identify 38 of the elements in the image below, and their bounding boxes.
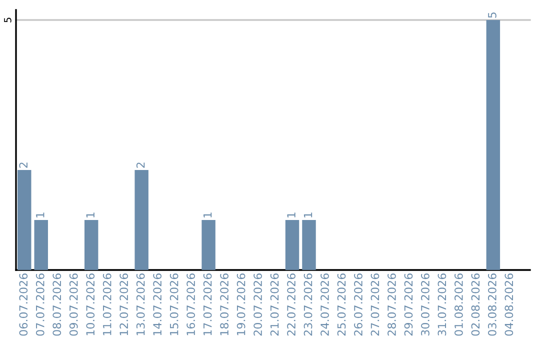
x-tick-label: 16.07.2026 xyxy=(186,273,196,336)
x-tick-label: 22.07.2026 xyxy=(287,273,296,336)
x-tick-label: 08.07.2026 xyxy=(52,273,62,336)
data-label: 5 xyxy=(488,12,496,18)
data-label: 2 xyxy=(136,162,145,168)
x-tick-label: 26.07.2026 xyxy=(354,273,362,336)
x-tick-label: 27.07.2026 xyxy=(370,273,380,336)
data-label: 1 xyxy=(204,212,212,218)
data-label: 1 xyxy=(304,212,312,218)
x-tick-label: 25.07.2026 xyxy=(337,273,346,336)
data-label: 1 xyxy=(36,212,44,218)
x-tick-label: 04.08.2026 xyxy=(504,273,514,336)
x-tick-label: 07.07.2026 xyxy=(36,273,44,336)
x-tick-label: 24.07.2026 xyxy=(320,273,329,336)
x-tick-label: 09.07.2026 xyxy=(69,273,78,336)
data-label: 1 xyxy=(86,212,94,218)
x-tick-label: 14.07.2026 xyxy=(153,273,162,336)
x-tick-label: 13.07.2026 xyxy=(136,273,145,336)
x-tick-label: 21.07.2026 xyxy=(270,273,279,336)
x-tick-label: 06.07.2026 xyxy=(19,273,28,336)
x-tick-label: 01.08.2026 xyxy=(454,273,463,336)
x-tick-label: 10.07.2026 xyxy=(86,273,95,336)
x-tick-label: 12.07.2026 xyxy=(120,273,128,336)
x-tick-label: 03.08.2026 xyxy=(488,273,496,336)
x-tick-label: 11.07.2026 xyxy=(102,273,112,336)
x-tick-label: 17.07.2026 xyxy=(203,273,212,336)
x-tick-label: 19.07.2026 xyxy=(236,273,246,336)
x-tick-label: 15.07.2026 xyxy=(170,273,178,336)
x-tick-label: 02.08.2026 xyxy=(471,273,480,336)
x-tick-label: 29.07.2026 xyxy=(404,273,413,336)
x-tick-label: 23.07.2026 xyxy=(304,273,312,336)
x-tick-label: 31.07.2026 xyxy=(438,273,446,336)
x-tick-label: 30.07.2026 xyxy=(421,273,430,336)
data-label: 2 xyxy=(19,162,28,168)
x-tick-label: 20.07.2026 xyxy=(254,273,262,336)
data-label: 1 xyxy=(287,212,296,218)
x-tick-label: 28.07.2026 xyxy=(388,273,396,336)
x-tick-label: 18.07.2026 xyxy=(220,273,229,336)
